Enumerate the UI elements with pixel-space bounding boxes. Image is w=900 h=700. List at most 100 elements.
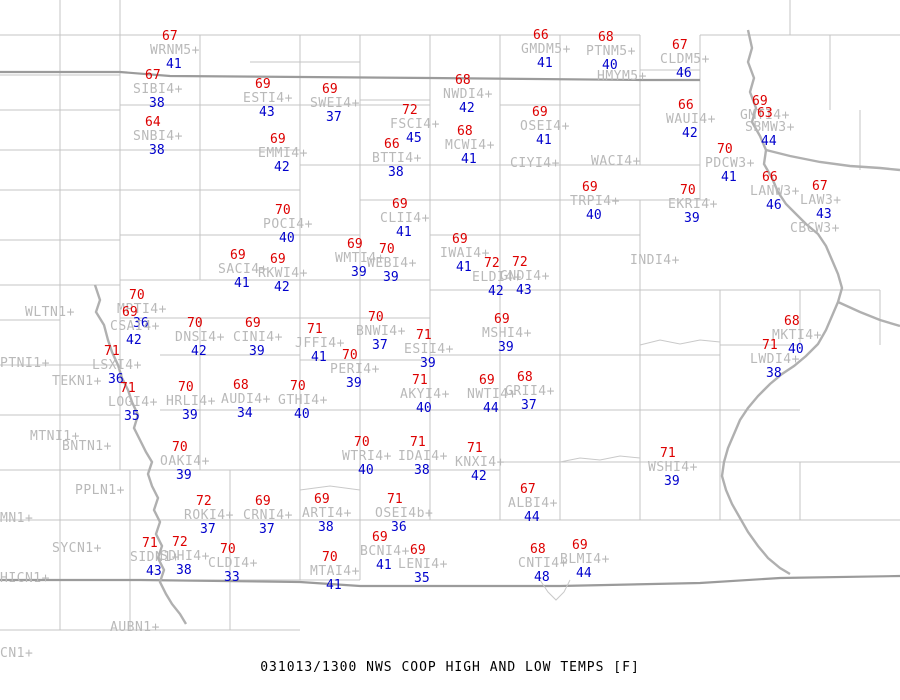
high-temp-value: 72 [172, 535, 188, 550]
station-id-label: GRII4+ [505, 384, 555, 399]
high-temp-value: 69 [122, 305, 138, 320]
station-id-label: WTRI4+ [342, 449, 392, 464]
low-temp-value: 43 [259, 105, 275, 120]
low-temp-value: 35 [414, 571, 430, 586]
station-id-label: LOGI4+ [108, 395, 158, 410]
station-id-label: CLDI4+ [208, 556, 258, 571]
station-id-label: IDAI4+ [398, 449, 448, 464]
station-id-label: EMMI4+ [258, 146, 308, 161]
low-temp-value: 43 [146, 564, 162, 579]
station-id-label: AUBN1+ [110, 620, 160, 635]
high-temp-value: 69 [372, 530, 388, 545]
high-temp-value: 69 [270, 252, 286, 267]
station-id-label: MKTI4+ [772, 328, 822, 343]
high-temp-value: 63 [757, 106, 773, 121]
station-id-label: SYCN1+ [52, 541, 102, 556]
high-temp-value: 71 [307, 322, 323, 337]
station-id-label: PDCW3+ [705, 156, 755, 171]
low-temp-value: 42 [191, 344, 207, 359]
high-temp-value: 70 [172, 440, 188, 455]
high-temp-value: 69 [479, 373, 495, 388]
low-temp-value: 39 [420, 356, 436, 371]
high-temp-value: 66 [384, 137, 400, 152]
high-temp-value: 70 [275, 203, 291, 218]
station-id-label: WMTI4+ [335, 251, 385, 266]
low-temp-value: 38 [149, 96, 165, 111]
low-temp-value: 40 [416, 401, 432, 416]
station-id-label: ELDI4+ [472, 270, 522, 285]
low-temp-value: 37 [521, 398, 537, 413]
low-temp-value: 40 [788, 342, 804, 357]
high-temp-value: 72 [484, 256, 500, 271]
high-temp-value: 69 [494, 312, 510, 327]
low-temp-value: 44 [483, 401, 499, 416]
high-temp-value: 71 [410, 435, 426, 450]
low-temp-value: 39 [684, 211, 700, 226]
low-temp-value: 44 [761, 134, 777, 149]
station-id-label: NWDI4+ [443, 87, 493, 102]
high-temp-value: 69 [572, 538, 588, 553]
station-id-label: LENI4+ [398, 557, 448, 572]
station-id-label: CNTI4+ [518, 556, 568, 571]
high-temp-value: 69 [452, 232, 468, 247]
station-id-label: CSAI4+ [110, 319, 160, 334]
low-temp-value: 41 [234, 276, 250, 291]
low-temp-value: 36 [133, 316, 149, 331]
high-temp-value: 69 [752, 94, 768, 109]
low-temp-value: 42 [488, 284, 504, 299]
station-id-label: AUDI4+ [221, 392, 271, 407]
low-temp-value: 39 [182, 408, 198, 423]
station-id-label: LANW3+ [750, 184, 800, 199]
station-id-label: SIBI4+ [133, 82, 183, 97]
low-temp-value: 42 [682, 126, 698, 141]
station-id-label: JFFI4+ [295, 336, 345, 351]
low-temp-value: 39 [664, 474, 680, 489]
low-temp-value: 38 [766, 366, 782, 381]
high-temp-value: 69 [347, 237, 363, 252]
station-id-label: SDHI4+ [160, 549, 210, 564]
station-id-label: CBCW3+ [790, 221, 840, 236]
station-id-label: BCNI4+ [360, 544, 410, 559]
high-temp-value: 67 [162, 29, 178, 44]
low-temp-value: 37 [372, 338, 388, 353]
low-temp-value: 40 [586, 208, 602, 223]
low-temp-value: 40 [294, 407, 310, 422]
low-temp-value: 38 [176, 563, 192, 578]
station-id-label: MCWI4+ [445, 138, 495, 153]
high-temp-value: 69 [255, 77, 271, 92]
low-temp-value: 39 [498, 340, 514, 355]
station-id-label: WAUI4+ [666, 112, 716, 127]
station-id-label: CINI4+ [233, 330, 283, 345]
low-temp-value: 41 [376, 558, 392, 573]
high-temp-value: 71 [142, 536, 158, 551]
station-id-label: DNSI4+ [175, 330, 225, 345]
station-id-label: CRNI4+ [243, 508, 293, 523]
station-id-label: PTNI1+ [0, 356, 50, 371]
high-temp-value: 72 [402, 103, 418, 118]
low-temp-value: 42 [274, 280, 290, 295]
low-temp-value: 37 [326, 110, 342, 125]
low-temp-value: 41 [166, 57, 182, 72]
high-temp-value: 69 [255, 494, 271, 509]
low-temp-value: 42 [274, 160, 290, 175]
low-temp-value: 42 [126, 333, 142, 348]
station-id-label: FSCI4+ [390, 117, 440, 132]
low-temp-value: 34 [237, 406, 253, 421]
low-temp-value: 39 [249, 344, 265, 359]
station-id-label: WRNM5+ [150, 43, 200, 58]
station-id-label: HMYM5+ [597, 69, 647, 84]
high-temp-value: 68 [784, 314, 800, 329]
station-id-label: HRLI4+ [166, 394, 216, 409]
high-temp-value: 70 [354, 435, 370, 450]
station-id-label: BNTN1+ [62, 439, 112, 454]
low-temp-value: 41 [537, 56, 553, 71]
high-temp-value: 72 [196, 494, 212, 509]
station-id-label: ROKI4+ [184, 508, 234, 523]
low-temp-value: 41 [456, 260, 472, 275]
high-temp-value: 66 [533, 28, 549, 43]
high-temp-value: 70 [290, 379, 306, 394]
station-id-label: OAKI4+ [160, 454, 210, 469]
station-id-label: PERI4+ [330, 362, 380, 377]
low-temp-value: 35 [124, 409, 140, 424]
station-id-label: TRPI4+ [570, 194, 620, 209]
